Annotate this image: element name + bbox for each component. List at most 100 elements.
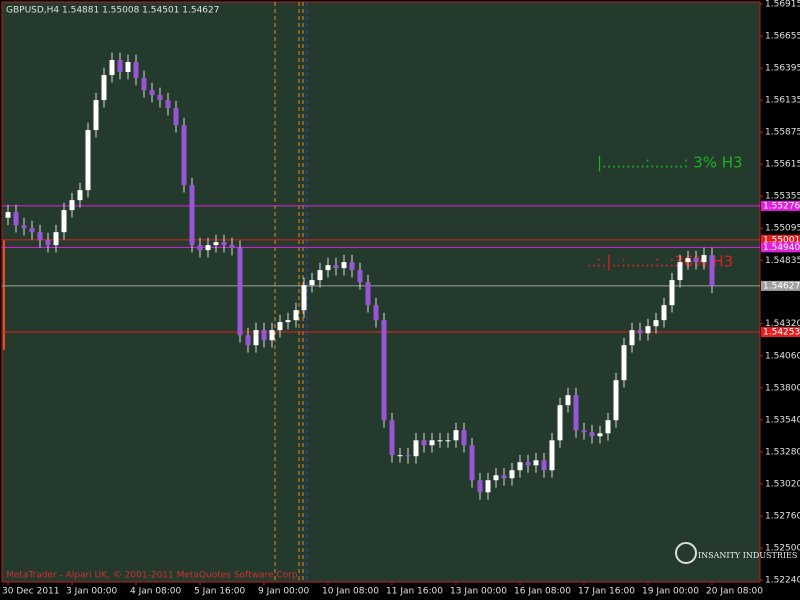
- x-tick-label: 19 Jan 00:00: [642, 587, 699, 597]
- candle-body: [101, 75, 107, 101]
- y-tick-label: 1.55875: [765, 128, 800, 138]
- candle-body: [309, 280, 315, 286]
- logo: INSANITY INDUSTRIES: [675, 542, 797, 564]
- plot-area: [1, 1, 761, 583]
- candle-body: [445, 440, 451, 442]
- candle-body: [13, 212, 19, 226]
- candle-body: [493, 475, 499, 481]
- candle-body: [469, 445, 475, 481]
- x-tick-label: 17 Jan 16:00: [578, 587, 635, 597]
- y-tick-label: 1.53280: [765, 447, 800, 457]
- y-tick-label: 1.56395: [765, 64, 800, 74]
- logo-icon: [675, 542, 697, 564]
- candle-body: [565, 395, 571, 406]
- candle-body: [613, 380, 619, 421]
- candle-body: [381, 320, 387, 421]
- level-label-box: [761, 326, 800, 337]
- y-tick-label: 1.53540: [765, 415, 800, 425]
- candle-body: [93, 100, 99, 131]
- x-tick-label: 9 Jan 00:00: [258, 587, 310, 597]
- candle-body: [165, 100, 171, 109]
- candle-body: [173, 108, 179, 126]
- candle-body: [301, 285, 307, 311]
- candle-body: [45, 240, 51, 246]
- candle-body: [653, 320, 659, 327]
- candle-body: [637, 330, 643, 334]
- x-tick-label: 5 Jan 16:00: [194, 587, 246, 597]
- candle-body: [405, 455, 411, 457]
- candle-body: [69, 200, 75, 211]
- candle-body: [573, 395, 579, 431]
- y-tick-label: 1.56135: [765, 96, 800, 106]
- y-tick-label: 1.56655: [765, 32, 800, 42]
- candle-body: [61, 210, 67, 233]
- candle-body: [277, 322, 283, 331]
- candle-body: [181, 125, 187, 186]
- y-tick-label: 1.55095: [765, 224, 800, 234]
- candle-body: [357, 270, 363, 283]
- candle-body: [285, 320, 291, 323]
- y-tick-label: 1.52500: [765, 543, 800, 553]
- candle-body: [397, 455, 403, 457]
- candle-body: [597, 433, 603, 437]
- y-tick-label: 1.53800: [765, 383, 800, 393]
- candle-body: [221, 242, 227, 246]
- level-label-box: [761, 280, 800, 291]
- candle-body: [501, 475, 507, 479]
- candle-body: [109, 60, 115, 76]
- candle-body: [581, 430, 587, 433]
- candle-body: [605, 420, 611, 434]
- chart-title: GBPUSD,H4 1.54881 1.55008 1.54501 1.5462…: [6, 6, 219, 16]
- candle-body: [645, 326, 651, 334]
- candle-body: [325, 265, 331, 271]
- y-tick-label: 1.52760: [765, 511, 800, 521]
- candle-body: [517, 462, 523, 471]
- candle-body: [693, 258, 699, 263]
- y-tick-label: 1.54835: [765, 256, 800, 266]
- logo-text: INSANITY INDUSTRIES: [698, 551, 797, 560]
- level-label: 1.54940: [763, 243, 800, 253]
- y-tick-label: 1.56915: [765, 0, 800, 9]
- candle-body: [293, 310, 299, 321]
- candle-body: [557, 405, 563, 441]
- x-tick-label: 10 Jan 08:00: [322, 587, 379, 597]
- candle-body: [333, 265, 339, 269]
- candle-body: [461, 430, 467, 446]
- y-tick-label: 1.53020: [765, 479, 800, 489]
- candle-body: [429, 440, 435, 446]
- level-label: 1.55276: [763, 201, 800, 211]
- candle-body: [269, 330, 275, 341]
- candle-body: [317, 270, 323, 281]
- candle-body: [589, 432, 595, 437]
- candle-body: [85, 130, 91, 191]
- x-tick-label: 4 Jan 08:00: [130, 587, 182, 597]
- y-tick-label: 1.55355: [765, 192, 800, 202]
- candle-body: [365, 282, 371, 306]
- candle-body: [189, 185, 195, 246]
- candle-body: [77, 190, 83, 201]
- candle-body: [621, 345, 627, 381]
- candle-body: [349, 262, 355, 271]
- candle-body: [133, 62, 139, 79]
- y-tick-label: 1.54320: [765, 319, 800, 329]
- candle-body: [509, 470, 515, 479]
- candle-body: [485, 480, 491, 493]
- candle-body: [437, 440, 443, 442]
- candle-body: [21, 225, 27, 229]
- candle-body: [525, 462, 531, 466]
- candle-body: [669, 280, 675, 306]
- x-tick-label: 16 Jan 08:00: [514, 587, 571, 597]
- candle-body: [541, 460, 547, 471]
- candle-body: [53, 232, 59, 246]
- x-tick-label: 3 Jan 00:00: [66, 587, 118, 597]
- level-label: 1.54253: [763, 327, 800, 337]
- y-tick-label: 1.55615: [765, 160, 800, 170]
- candle-body: [117, 60, 123, 72]
- candle-body: [261, 330, 267, 341]
- level-label-box: [761, 242, 800, 253]
- candle-body: [685, 258, 691, 263]
- candle-body: [421, 440, 427, 446]
- candle-body: [477, 480, 483, 493]
- candle-body: [245, 335, 251, 346]
